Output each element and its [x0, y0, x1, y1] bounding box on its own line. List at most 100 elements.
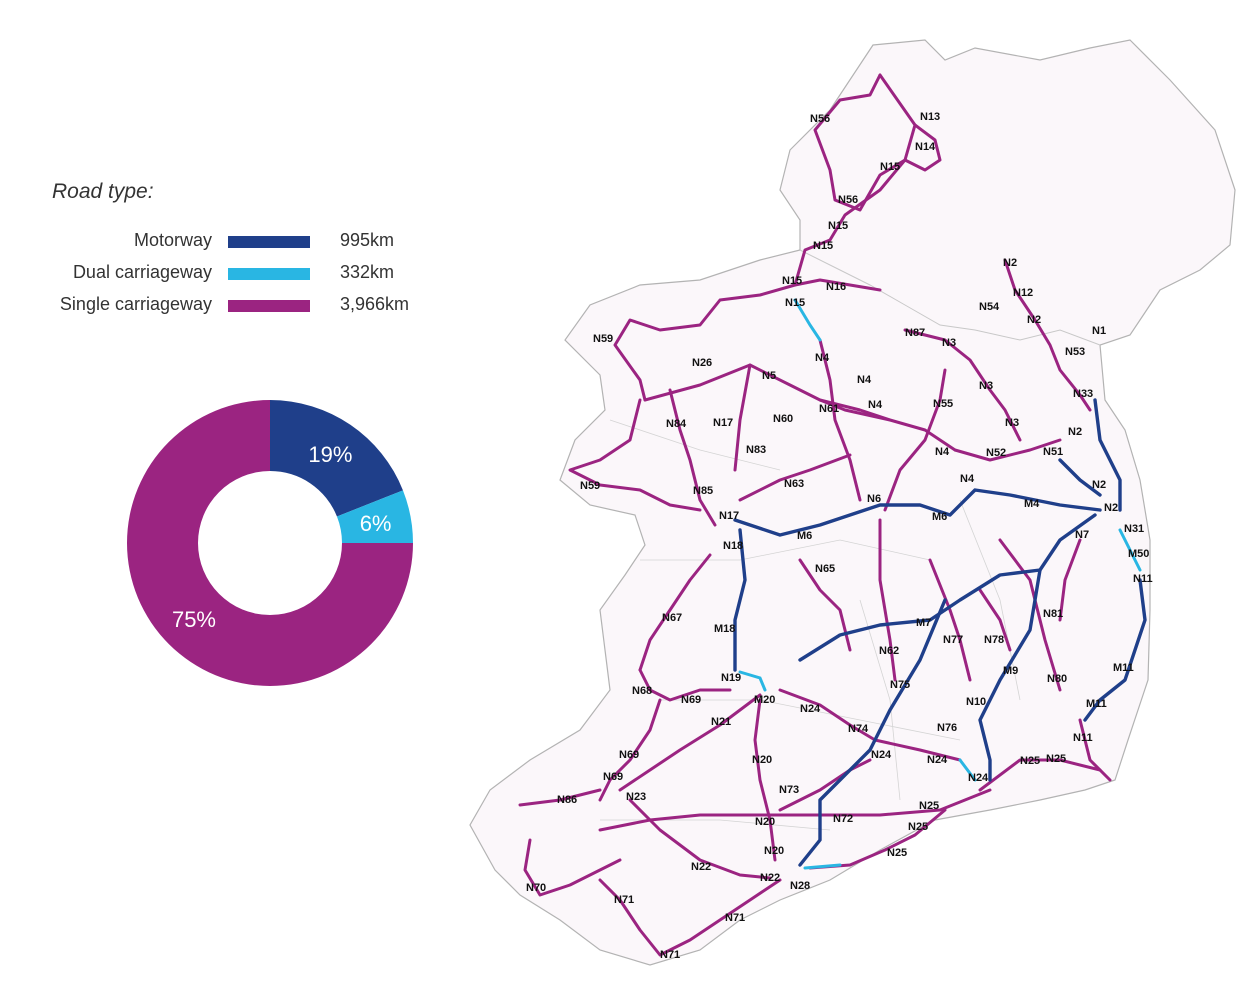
legend-title: Road type:	[52, 180, 154, 203]
road-label: N13	[920, 111, 940, 123]
legend-swatch-motorway	[228, 236, 310, 248]
road-n3	[903, 328, 1022, 442]
road-label: N15	[785, 297, 805, 309]
road-n24-dual	[958, 758, 977, 782]
road-n55	[883, 368, 947, 512]
road-label: N2	[1027, 314, 1041, 326]
road-n20	[753, 698, 777, 862]
road-label: N24	[927, 754, 948, 766]
legend: Road type: Motorway 995km Dual carriagew…	[0, 0, 460, 330]
road-label: N83	[746, 444, 766, 456]
road-n86	[518, 788, 602, 807]
road-n84	[668, 388, 717, 527]
road-label: N22	[760, 872, 780, 884]
road-label: N31	[1124, 523, 1144, 535]
road-label: N73	[779, 784, 799, 796]
road-label: N4	[857, 374, 872, 386]
road-labels: N13 N56 N14 N15 N56 N15 N15 N2 N12 N15 N16 N54 N15 N2…	[526, 111, 1153, 961]
legend-swatch-single-carriageway	[228, 300, 310, 312]
road-label: N17	[719, 510, 739, 522]
road-m1	[1093, 398, 1122, 512]
road-n63	[738, 453, 852, 502]
road-n13-n14	[903, 123, 942, 172]
road-label: N2	[1068, 426, 1082, 438]
donut-label: 19%	[308, 442, 352, 467]
road-label: N77	[943, 634, 963, 646]
road-label: N33	[1073, 388, 1093, 400]
single-carriageway-roads	[518, 73, 1112, 957]
road-label: N68	[632, 685, 652, 697]
island-outline	[469, 39, 1236, 966]
road-label: N4	[935, 446, 950, 458]
road-label: N3	[942, 337, 956, 349]
road-label: N59	[580, 480, 600, 492]
road-label: N16	[826, 281, 846, 293]
road-n11	[1078, 718, 1112, 782]
road-label: N18	[723, 540, 743, 552]
legend-item-single-carriageway: Single carriageway 3,966km	[0, 292, 460, 320]
road-label: N20	[752, 754, 772, 766]
donut-label: 6%	[360, 511, 392, 536]
road-label: N71	[614, 894, 634, 906]
motorway-roads	[733, 398, 1147, 867]
road-label: N74	[848, 723, 869, 735]
road-label: N6	[867, 493, 881, 505]
road-label: N86	[557, 794, 577, 806]
road-label: M6	[797, 530, 812, 542]
road-n25-dual	[803, 863, 842, 870]
road-label: M4	[1024, 498, 1040, 510]
road-label: N28	[790, 880, 810, 892]
road-label: M7	[916, 617, 931, 629]
road-label: N84	[666, 418, 687, 430]
road-label: N71	[660, 949, 680, 961]
road-n81	[1058, 538, 1082, 622]
road-label: N20	[764, 845, 784, 857]
road-label: N7	[1075, 529, 1089, 541]
road-n67	[638, 553, 712, 672]
road-label: N11	[1073, 732, 1093, 744]
road-n65	[798, 558, 852, 652]
legend-value: 995km	[340, 230, 395, 250]
road-label: N17	[713, 417, 733, 429]
road-label: N65	[815, 563, 835, 575]
road-n4-dual	[793, 298, 822, 342]
road-n69-south	[598, 698, 662, 802]
legend-item-motorway: Motorway 995km	[0, 228, 460, 256]
road-label: M11	[1086, 698, 1107, 710]
road-label: N25	[1046, 753, 1066, 765]
legend-label: Dual carriageway	[72, 262, 212, 282]
road-label: N61	[819, 403, 839, 415]
road-label: N60	[773, 413, 793, 425]
road-label: N25	[1020, 755, 1040, 767]
county-boundary	[600, 419, 1021, 831]
road-label: N67	[662, 612, 682, 624]
road-label: N26	[692, 357, 712, 369]
ireland-road-map: N13 N56 N14 N15 N56 N15 N15 N2 N12 N15 N16 N54 N15 N2…	[469, 39, 1236, 966]
road-label: N24	[800, 703, 821, 715]
road-label: N20	[755, 816, 775, 828]
road-n72	[598, 788, 992, 832]
road-label: N12	[1013, 287, 1033, 299]
road-n59-west	[568, 398, 702, 512]
road-m8	[798, 598, 947, 867]
road-label: N23	[626, 791, 646, 803]
road-n24	[778, 688, 962, 762]
road-label: N54	[979, 301, 1000, 313]
legend-value: 3,966km	[340, 294, 410, 314]
road-label: N24	[871, 749, 892, 761]
road-label: M20	[754, 694, 775, 706]
road-label: N69	[619, 749, 639, 761]
road-label: N2	[1092, 479, 1106, 491]
road-label: N21	[711, 716, 731, 728]
road-label: N2	[1003, 257, 1017, 269]
road-label: N4	[868, 399, 883, 411]
road-n17-north	[733, 363, 752, 472]
road-label: N3	[979, 380, 993, 392]
road-n71	[598, 878, 782, 957]
road-label: N15	[782, 275, 802, 287]
road-label: N51	[1043, 446, 1063, 458]
road-label: N2	[1104, 502, 1118, 514]
road-label: N4	[815, 352, 830, 364]
road-n16	[793, 278, 882, 292]
road-label: N3	[1005, 417, 1019, 429]
